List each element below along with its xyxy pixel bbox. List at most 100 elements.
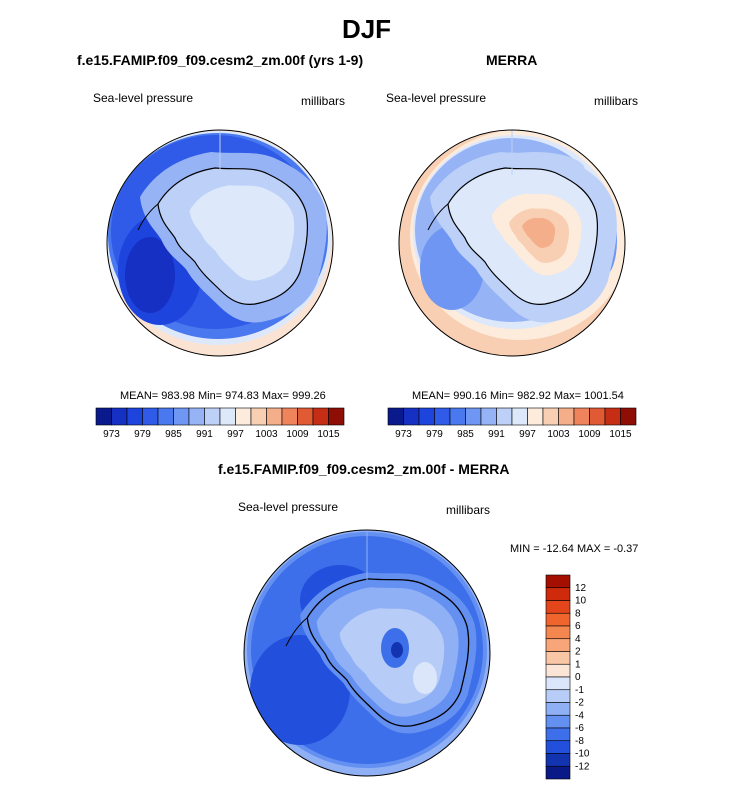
obs-colorbar-swatch-12 xyxy=(573,407,590,426)
obs-colorbar-tick-label-1: 979 xyxy=(426,429,443,440)
diff-stats: MIN = -12.64 MAX = -0.37 xyxy=(510,543,639,555)
model-colorbar-swatch-6 xyxy=(188,407,205,426)
obs-colorbar-swatch-15 xyxy=(620,407,637,426)
diff-ant-high xyxy=(413,662,437,694)
diff-map xyxy=(244,530,490,776)
model-coastline xyxy=(137,167,309,305)
obs-colorbar-swatch-3 xyxy=(434,407,451,426)
model-colorbar-swatch-8 xyxy=(219,407,236,426)
obs-colorbar: 973 979 985 991 997 1003 1009 1015 xyxy=(387,407,637,440)
model-low-core xyxy=(125,237,175,313)
figure-title: DJF xyxy=(341,14,392,44)
model-units-label: millibars xyxy=(301,94,346,108)
diff-colorbar-tick-label-5: 2 xyxy=(575,647,581,658)
model-colorbar-swatch-11 xyxy=(266,407,283,426)
obs-panel-title: MERRA xyxy=(486,52,538,68)
obs-colorbar-tick-label-7: 1015 xyxy=(609,429,632,440)
diff-colorbar-tick-label-7: 0 xyxy=(575,672,581,683)
diff-colorbar-swatch-8 xyxy=(545,676,571,691)
model-colorbar-tick-label-4: 997 xyxy=(227,429,244,440)
diff-colorbar-tick-label-9: -2 xyxy=(575,698,584,709)
diff-colorbar-tick-label-6: 1 xyxy=(575,659,581,670)
diff-colorbar-tick-label-3: 6 xyxy=(575,621,581,632)
diff-colorbar-tick-label-8: -1 xyxy=(575,685,584,696)
obs-colorbar-tick-label-3: 991 xyxy=(488,429,505,440)
model-colorbar-swatch-5 xyxy=(173,407,190,426)
obs-colorbar-swatch-2 xyxy=(418,407,435,426)
model-colorbar-swatch-12 xyxy=(281,407,298,426)
diff-colorbar-swatch-1 xyxy=(545,587,571,601)
obs-colorbar-swatch-0 xyxy=(387,407,404,426)
obs-colorbar-tick-label-0: 973 xyxy=(395,429,412,440)
obs-colorbar-swatch-10 xyxy=(542,407,559,426)
obs-colorbar-tick-label-4: 997 xyxy=(519,429,536,440)
diff-units-label: millibars xyxy=(446,503,491,517)
model-variable-label: Sea-level pressure xyxy=(93,91,194,105)
diff-colorbar-swatch-0 xyxy=(545,574,571,589)
model-colorbar-swatch-2 xyxy=(126,407,143,426)
diff-colorbar-tick-label-2: 8 xyxy=(575,608,581,619)
obs-colorbar-swatch-5 xyxy=(465,407,482,426)
diff-colorbar-tick-label-11: -6 xyxy=(575,723,584,734)
obs-variable-label: Sea-level pressure xyxy=(386,91,487,105)
model-stats: MEAN= 983.98 Min= 974.83 Max= 999.26 xyxy=(120,390,326,402)
diff-colorbar-tick-label-4: 4 xyxy=(575,634,581,645)
obs-colorbar-swatch-14 xyxy=(604,407,621,426)
diff-colorbar-swatch-15 xyxy=(545,765,571,780)
model-colorbar: 973 979 985 991 997 1003 1009 1015 xyxy=(95,407,345,440)
diff-colorbar-tick-label-1: 10 xyxy=(575,596,587,607)
diff-colorbar-swatch-9 xyxy=(545,689,571,703)
obs-colorbar-tick-label-5: 1003 xyxy=(547,429,570,440)
obs-colorbar-swatch-8 xyxy=(511,407,528,426)
diff-colorbar-swatch-13 xyxy=(545,740,571,754)
obs-coastline xyxy=(427,167,599,305)
diff-colorbar-swatch-11 xyxy=(545,714,571,729)
model-colorbar-swatch-4 xyxy=(157,407,174,426)
model-map-border xyxy=(106,129,334,357)
diff-colorbar-swatch-10 xyxy=(545,702,571,716)
obs-map-border xyxy=(398,129,626,357)
diff-ant-low-core xyxy=(391,642,403,658)
diff-colorbar-swatch-14 xyxy=(545,753,571,767)
obs-colorbar-tick-label-6: 1009 xyxy=(578,429,601,440)
obs-colorbar-swatch-9 xyxy=(527,407,544,426)
diff-colorbar-tick-label-10: -4 xyxy=(575,710,584,721)
model-colorbar-swatch-15 xyxy=(328,407,345,426)
model-colorbar-tick-label-5: 1003 xyxy=(255,429,278,440)
diff-colorbar-tick-label-13: -10 xyxy=(575,749,590,760)
model-colorbar-swatch-3 xyxy=(142,407,159,426)
obs-colorbar-swatch-13 xyxy=(589,407,606,426)
model-colorbar-tick-label-2: 985 xyxy=(165,429,182,440)
obs-units-label: millibars xyxy=(594,94,639,108)
diff-map-border xyxy=(243,529,491,777)
model-colorbar-tick-label-1: 979 xyxy=(134,429,151,440)
model-colorbar-tick-label-0: 973 xyxy=(103,429,120,440)
obs-colorbar-swatch-4 xyxy=(449,407,466,426)
diff-colorbar-swatch-5 xyxy=(545,638,571,652)
model-colorbar-swatch-14 xyxy=(312,407,329,426)
obs-colorbar-swatch-6 xyxy=(480,407,497,426)
model-colorbar-swatch-1 xyxy=(111,407,128,426)
model-colorbar-tick-label-6: 1009 xyxy=(286,429,309,440)
obs-colorbar-swatch-11 xyxy=(558,407,575,426)
diff-coastline xyxy=(285,578,470,727)
model-colorbar-swatch-7 xyxy=(204,407,221,426)
model-colorbar-tick-label-3: 991 xyxy=(196,429,213,440)
diff-colorbar-swatch-2 xyxy=(545,600,571,614)
diff-colorbar-swatch-7 xyxy=(545,663,571,678)
diff-colorbar-swatch-6 xyxy=(545,651,571,665)
diff-colorbar-swatch-12 xyxy=(545,727,571,742)
diff-colorbar-tick-label-14: -12 xyxy=(575,761,590,772)
model-map xyxy=(107,130,333,356)
model-colorbar-tick-label-7: 1015 xyxy=(317,429,340,440)
diff-colorbar-tick-label-12: -8 xyxy=(575,736,584,747)
diff-colorbar-swatch-3 xyxy=(545,612,571,627)
obs-colorbar-tick-label-2: 985 xyxy=(457,429,474,440)
obs-map xyxy=(399,130,625,356)
obs-colorbar-swatch-1 xyxy=(403,407,420,426)
obs-stats: MEAN= 990.16 Min= 982.92 Max= 1001.54 xyxy=(412,390,624,402)
diff-variable-label: Sea-level pressure xyxy=(238,500,339,514)
diff-colorbar-swatch-4 xyxy=(545,625,571,640)
diff-colorbar-tick-label-0: 12 xyxy=(575,583,587,594)
